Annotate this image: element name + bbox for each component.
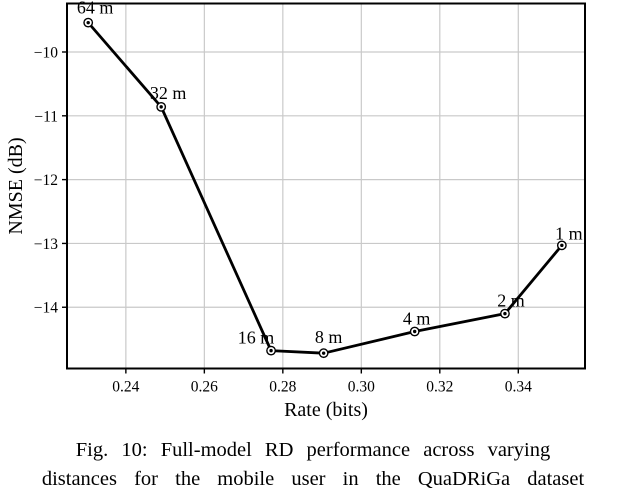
data-point-center-64-m (86, 20, 90, 25)
rd-curve (86, 21, 564, 355)
y-tick-label: −13 (34, 236, 58, 253)
chart-canvas: 0.24 0.26 0.28 0.30 0.32 0.34 −14 −13 −12 −11 −10 R… (5, 0, 586, 421)
x-tick-label: 0.34 (505, 379, 532, 396)
y-tick-label: −11 (34, 108, 58, 125)
x-tick-label: 0.26 (191, 379, 218, 396)
figure-caption: Fig. 10: Full-model RD performance acros… (0, 436, 626, 494)
caption-line-1: Fig. 10: Full-model RD performance acros… (75, 439, 551, 461)
point-annotation-4-m: 4 m (403, 308, 431, 328)
data-point-center-8-m (321, 351, 326, 355)
plot-frame (66, 2, 586, 370)
y-axis-label: NMSE (dB) (5, 137, 27, 234)
point-annotation-1-m: 1 m (555, 223, 583, 243)
data-point-center-1-m (560, 243, 564, 248)
y-tick-label: −12 (34, 172, 58, 189)
y-tick-label: −14 (34, 300, 58, 317)
data-point-center-4-m (412, 329, 417, 334)
caption-line-2: distances for the mobile user in the Qua… (41, 468, 585, 490)
data-point-center-16-m (269, 348, 273, 353)
data-point-center-2-m (503, 311, 507, 316)
rd-chart: 0.24 0.26 0.28 0.30 0.32 0.34 −14 −13 −12 −11 −10 R… (5, 0, 586, 421)
point-annotation-16-m: 16 m (238, 328, 275, 348)
point-annotation-8-m: 8 m (315, 327, 343, 347)
x-tick-label: 0.28 (269, 379, 296, 396)
x-tick-label: 0.32 (426, 379, 453, 396)
point-annotation-64-m: 64 m (77, 0, 114, 18)
x-tick-label: 0.24 (112, 379, 139, 396)
x-tick-label: 0.30 (348, 379, 375, 396)
data-point-center-32-m (159, 105, 163, 109)
point-annotation-2-m: 2 m (497, 291, 525, 311)
x-axis-label: Rate (bits) (284, 399, 368, 421)
y-tick-label: −10 (34, 44, 58, 61)
point-annotation-32-m: 32 m (150, 83, 187, 103)
